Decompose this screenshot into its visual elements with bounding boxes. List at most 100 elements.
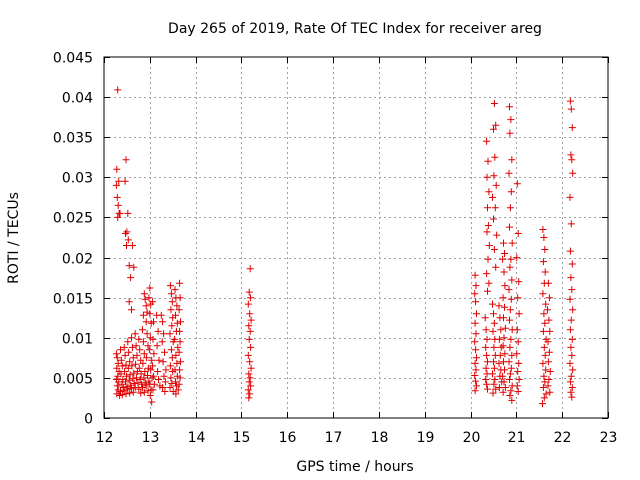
data-point bbox=[514, 338, 522, 346]
data-point bbox=[489, 389, 497, 397]
data-point bbox=[246, 390, 254, 398]
data-point bbox=[136, 346, 144, 354]
data-point bbox=[114, 201, 122, 209]
data-point bbox=[472, 377, 480, 385]
y-tick-label: 0.04 bbox=[62, 91, 93, 107]
data-point bbox=[138, 380, 146, 388]
data-point bbox=[141, 295, 149, 303]
data-point bbox=[144, 387, 152, 395]
data-point bbox=[471, 271, 479, 279]
data-point bbox=[136, 376, 144, 383]
data-point bbox=[484, 222, 492, 229]
data-point bbox=[500, 268, 508, 276]
data-point bbox=[122, 378, 129, 386]
data-point bbox=[118, 380, 126, 388]
data-point bbox=[491, 204, 499, 212]
data-point bbox=[544, 382, 552, 390]
data-point bbox=[484, 385, 491, 393]
data-point bbox=[129, 388, 137, 396]
data-point bbox=[484, 204, 491, 212]
data-point bbox=[471, 372, 479, 379]
data-point bbox=[495, 384, 503, 391]
data-point bbox=[540, 234, 548, 241]
data-point bbox=[483, 351, 491, 359]
data-point bbox=[144, 372, 151, 379]
data-point bbox=[166, 384, 174, 391]
data-point bbox=[175, 380, 183, 388]
x-tick-label: 15 bbox=[233, 430, 251, 446]
data-point bbox=[513, 180, 521, 188]
data-point bbox=[506, 263, 514, 271]
data-point bbox=[150, 380, 158, 388]
data-point bbox=[485, 242, 493, 249]
data-point bbox=[246, 374, 254, 382]
data-point bbox=[171, 286, 179, 294]
data-point bbox=[122, 390, 130, 398]
data-point bbox=[568, 156, 576, 164]
data-point bbox=[568, 124, 576, 132]
data-point bbox=[546, 327, 554, 335]
data-point bbox=[471, 387, 479, 395]
data-point bbox=[159, 318, 167, 326]
data-point bbox=[501, 324, 509, 332]
data-point bbox=[176, 294, 184, 302]
data-point bbox=[143, 354, 151, 362]
data-point bbox=[501, 384, 509, 391]
data-point bbox=[507, 188, 515, 196]
data-point bbox=[546, 388, 554, 396]
data-point bbox=[123, 228, 131, 236]
data-point bbox=[506, 370, 514, 378]
data-point bbox=[172, 390, 180, 398]
data-point bbox=[139, 384, 146, 391]
data-point bbox=[246, 327, 254, 335]
data-point bbox=[484, 287, 491, 295]
data-point bbox=[245, 370, 253, 378]
data-point bbox=[120, 343, 128, 351]
x-axis-title: GPS time / hours bbox=[296, 459, 413, 475]
x-tick-label: 13 bbox=[142, 430, 160, 446]
data-point bbox=[483, 335, 491, 343]
data-point bbox=[157, 311, 165, 319]
data-point bbox=[499, 372, 507, 380]
data-point bbox=[150, 318, 157, 326]
data-point bbox=[542, 300, 550, 308]
data-point bbox=[545, 348, 553, 356]
data-point bbox=[544, 279, 552, 287]
data-point bbox=[143, 330, 151, 338]
data-point bbox=[567, 343, 575, 351]
data-point bbox=[245, 322, 253, 330]
data-point bbox=[131, 330, 139, 338]
data-point bbox=[506, 392, 514, 399]
data-point bbox=[485, 188, 493, 196]
data-point bbox=[539, 400, 546, 408]
data-point bbox=[505, 169, 513, 177]
data-point bbox=[514, 230, 522, 237]
data-point bbox=[566, 193, 574, 201]
data-points bbox=[112, 86, 577, 408]
data-point bbox=[513, 326, 521, 334]
data-point bbox=[540, 372, 548, 380]
x-tick-label: 14 bbox=[188, 430, 206, 446]
data-point bbox=[117, 346, 124, 354]
data-point bbox=[128, 384, 135, 392]
data-point bbox=[497, 343, 505, 351]
data-point bbox=[507, 116, 515, 124]
data-point bbox=[113, 193, 121, 201]
data-point bbox=[166, 362, 174, 370]
data-point bbox=[483, 137, 491, 145]
x-tick-labels: 12 13 14 15 16 17 18 19 20 21 22 23 bbox=[96, 430, 618, 446]
data-point bbox=[472, 282, 480, 290]
data-point bbox=[145, 294, 153, 302]
data-point bbox=[158, 338, 166, 346]
data-point bbox=[135, 364, 143, 372]
data-point bbox=[126, 389, 134, 397]
data-point bbox=[149, 362, 157, 370]
data-point bbox=[489, 327, 497, 335]
data-point bbox=[124, 385, 132, 393]
y-axis-title: ROTI / TECUs bbox=[6, 192, 22, 284]
data-point bbox=[126, 358, 134, 366]
data-point bbox=[501, 282, 509, 290]
data-point bbox=[489, 193, 496, 201]
data-point bbox=[513, 254, 521, 262]
data-point bbox=[492, 121, 500, 129]
